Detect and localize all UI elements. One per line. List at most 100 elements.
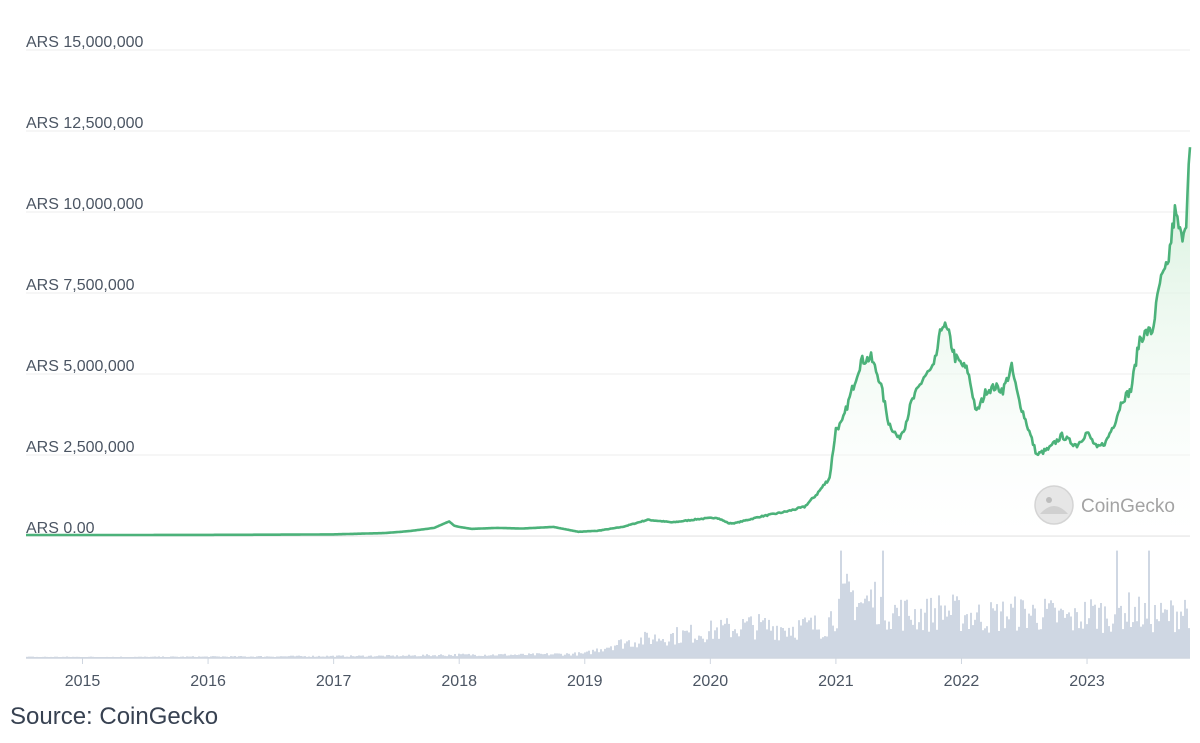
volume-bar [522, 653, 524, 658]
volume-bar [658, 638, 660, 658]
volume-bar [342, 655, 344, 658]
volume-bar [1138, 596, 1140, 658]
volume-bar [1080, 621, 1082, 658]
volume-bar [300, 656, 302, 658]
volume-bar [524, 655, 526, 658]
volume-bar [464, 654, 466, 658]
x-tick-label: 2016 [190, 673, 226, 690]
volume-bar [828, 617, 830, 658]
volume-bar [1170, 600, 1172, 658]
volume-bar [1086, 624, 1088, 658]
volume-bar [562, 655, 564, 658]
volume-bar [728, 623, 730, 658]
x-tick-label: 2021 [818, 673, 854, 690]
gecko-logo-icon [1034, 485, 1074, 525]
volume-bar [312, 655, 314, 658]
volume-bar [1014, 596, 1016, 658]
volume-bar [244, 656, 246, 658]
volume-bar [734, 629, 736, 658]
volume-bar [754, 639, 756, 658]
volume-bar [528, 653, 530, 658]
volume-bar [844, 583, 846, 658]
volume-bar [424, 655, 426, 658]
volume-bar [470, 655, 472, 658]
volume-bar [914, 609, 916, 658]
volume-bar [1070, 616, 1072, 658]
volume-bar [820, 638, 822, 658]
volume-bar [634, 642, 636, 658]
volume-bar [1160, 602, 1162, 658]
y-tick-label: ARS 0.00 [26, 520, 95, 537]
volume-bar [1164, 609, 1166, 658]
volume-bar [948, 610, 950, 658]
volume-bar [874, 581, 876, 658]
volume-bar [600, 649, 602, 658]
volume-bar [674, 644, 676, 658]
volume-bar [510, 654, 512, 658]
volume-bar [568, 653, 570, 658]
volume-bar [870, 589, 872, 658]
volume-bar [1154, 605, 1156, 658]
volume-bar [678, 643, 680, 658]
volume-bar [604, 648, 606, 658]
volume-bar [792, 626, 794, 658]
volume-bar [946, 616, 948, 658]
volume-bar [952, 594, 954, 658]
volume-bar [532, 653, 534, 658]
volume-bar [796, 639, 798, 658]
volume-bar [716, 627, 718, 658]
volume-bar [1074, 608, 1076, 658]
volume-bar [662, 639, 664, 658]
volume-bar [530, 654, 532, 658]
volume-bar [162, 656, 164, 658]
volume-bar [968, 629, 970, 658]
volume-bar [838, 598, 840, 658]
volume-bar [1000, 611, 1002, 658]
y-tick-label: ARS 15,000,000 [26, 34, 144, 51]
volume-bar [714, 630, 716, 658]
volume-bar [790, 635, 792, 658]
volume-bar [318, 655, 320, 658]
volume-bar [438, 655, 440, 658]
volume-bar [378, 655, 380, 658]
volume-bar [514, 654, 516, 658]
volume-bar [214, 656, 216, 658]
volume-bar [598, 652, 600, 658]
y-tick-label: ARS 7,500,000 [26, 277, 135, 294]
volume-bar [362, 655, 364, 658]
volume-bar [1066, 614, 1068, 658]
volume-bar [1120, 605, 1122, 658]
volume-bar [592, 649, 594, 658]
volume-bar [1106, 618, 1108, 658]
volume-bar [924, 612, 926, 658]
watermark-text: CoinGecko [1081, 496, 1175, 517]
volume-bar [368, 655, 370, 658]
volume-bar [918, 622, 920, 658]
volume-bar [412, 655, 414, 658]
volume-bar [980, 621, 982, 658]
volume-bar [290, 655, 292, 658]
volume-bar [1012, 607, 1014, 658]
volume-bar [902, 630, 904, 658]
volume-bar [880, 596, 882, 658]
volume-bar [484, 654, 486, 658]
volume-bar [302, 656, 304, 658]
volume-bar [1174, 632, 1176, 658]
volume-bar [638, 643, 640, 658]
volume-bar [1130, 627, 1132, 658]
volume-bar [928, 631, 930, 658]
volume-bar [1084, 601, 1086, 658]
volume-bar [738, 636, 740, 658]
volume-bar [516, 655, 518, 658]
volume-bar [960, 631, 962, 658]
volume-bar [690, 624, 692, 658]
volume-bar [750, 616, 752, 658]
volume-bar [476, 656, 478, 658]
volume-bar [910, 619, 912, 658]
volume-bar [730, 637, 732, 658]
volume-bar [912, 624, 914, 658]
volume-bar [232, 656, 234, 658]
volume-bar [1064, 617, 1066, 658]
volume-bar [408, 654, 410, 658]
volume-bar [868, 601, 870, 658]
